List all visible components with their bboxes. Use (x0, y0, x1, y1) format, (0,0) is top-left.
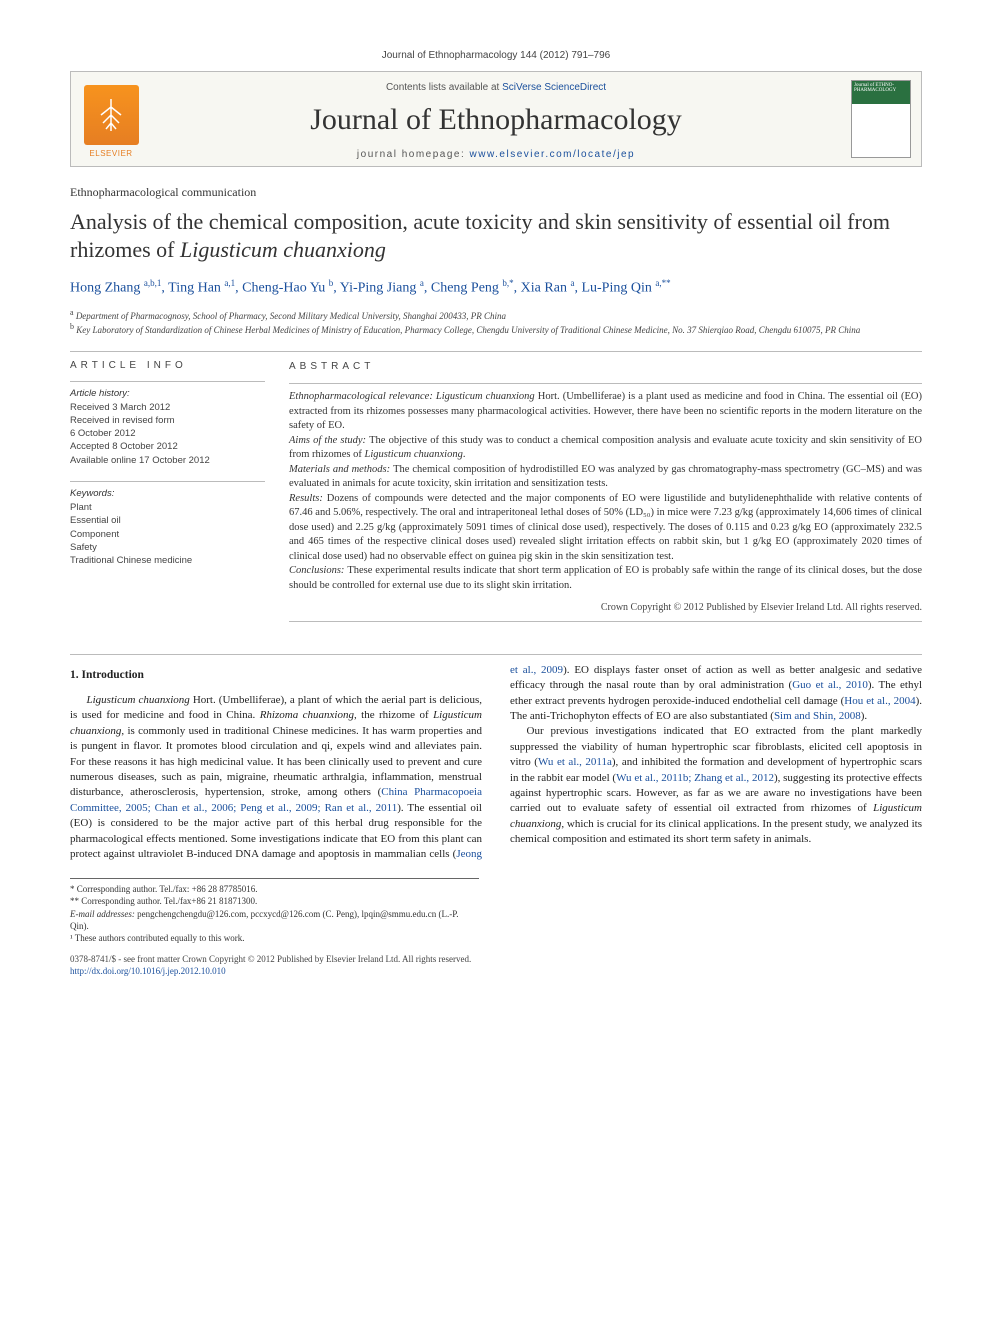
divider (70, 481, 265, 482)
history-line: Available online 17 October 2012 (70, 454, 265, 467)
title-species: Ligusticum chuanxiong (180, 237, 386, 262)
copyright-line: 0378-8741/$ - see front matter Crown Cop… (70, 954, 922, 966)
journal-name: Journal of Ethnopharmacology (151, 103, 841, 137)
journal-masthead: ELSEVIER Contents lists available at Sci… (70, 71, 922, 167)
citation-link[interactable]: Wu et al., 2011b; Zhang et al., 2012 (616, 772, 774, 784)
homepage-link[interactable]: www.elsevier.com/locate/jep (470, 149, 636, 160)
intro-heading: 1. Introduction (70, 667, 482, 683)
journal-cover-icon: Journal of ETHNO-PHARMACOLOGY (851, 80, 911, 158)
keyword: Component (70, 528, 265, 541)
abstract-section-label: Ethnopharmacological relevance: (289, 391, 436, 402)
publisher-logo-block: ELSEVIER (71, 72, 151, 166)
paper-type: Ethnopharmacological communication (70, 185, 922, 200)
affiliations: a Department of Pharmacognosy, School of… (70, 308, 922, 336)
masthead-center: Contents lists available at SciVerse Sci… (151, 72, 841, 166)
abstract-label: ABSTRACT (289, 360, 922, 374)
article-info-label: ARTICLE INFO (70, 360, 265, 371)
footer-bar: 0378-8741/$ - see front matter Crown Cop… (70, 954, 922, 977)
cover-title: Journal of ETHNO-PHARMACOLOGY (854, 83, 908, 93)
abstract-section-label: Conclusions: (289, 565, 347, 576)
history-line: Accepted 8 October 2012 (70, 440, 265, 453)
history-line: Received in revised form (70, 414, 265, 427)
homepage-line: journal homepage: www.elsevier.com/locat… (151, 149, 841, 160)
keywords-block: Keywords: Plant Essential oil Component … (70, 488, 265, 567)
divider (70, 654, 922, 655)
history-line: Received 3 March 2012 (70, 401, 265, 414)
citation-link[interactable]: Hou et al., 2004 (844, 695, 915, 707)
author-contribution-note: ¹ These authors contributed equally to t… (70, 932, 479, 944)
elsevier-label: ELSEVIER (89, 149, 132, 158)
history-line: 6 October 2012 (70, 427, 265, 440)
keyword: Plant (70, 501, 265, 514)
intro-para-2: Our previous investigations indicated th… (510, 724, 922, 847)
abstract-section-label: Results: (289, 493, 327, 504)
abstract-panel: ABSTRACT Ethnopharmacological relevance:… (289, 360, 922, 628)
abstract-section-label: Aims of the study: (289, 435, 369, 446)
elsevier-tree-icon (84, 85, 139, 145)
history-heading: Article history: (70, 388, 265, 399)
footnotes: * Corresponding author. Tel./fax: +86 28… (70, 878, 479, 944)
body-text: 1. Introduction Ligusticum chuanxiong Ho… (70, 663, 922, 862)
article-info-panel: ARTICLE INFO Article history: Received 3… (70, 360, 265, 628)
article-history: Article history: Received 3 March 2012 R… (70, 388, 265, 467)
sciencedirect-link[interactable]: SciVerse ScienceDirect (502, 82, 606, 93)
corresponding-author-1: * Corresponding author. Tel./fax: +86 28… (70, 883, 479, 895)
paper-title: Analysis of the chemical composition, ac… (70, 208, 922, 263)
divider (70, 351, 922, 352)
abstract-methods: Materials and methods: The chemical comp… (289, 463, 922, 492)
cover-thumbnail-block: Journal of ETHNO-PHARMACOLOGY (841, 72, 921, 166)
keyword: Traditional Chinese medicine (70, 554, 265, 567)
doi-link[interactable]: http://dx.doi.org/10.1016/j.jep.2012.10.… (70, 966, 226, 976)
email-addresses: E-mail addresses: pengchengchengdu@126.c… (70, 908, 479, 932)
divider (70, 381, 265, 382)
abstract-aims: Aims of the study: The objective of this… (289, 434, 922, 463)
citation-link[interactable]: Guo et al., 2010 (792, 679, 868, 691)
keyword: Safety (70, 541, 265, 554)
divider (289, 621, 922, 622)
abstract-section-label: Materials and methods: (289, 464, 393, 475)
divider (289, 383, 922, 384)
abstract-results: Results: Dozens of compounds were detect… (289, 492, 922, 564)
contents-line: Contents lists available at SciVerse Sci… (151, 82, 841, 93)
journal-citation: Journal of Ethnopharmacology 144 (2012) … (70, 50, 922, 61)
homepage-prefix: journal homepage: (357, 149, 470, 160)
affiliation-b: b Key Laboratory of Standardization of C… (70, 322, 922, 336)
abstract-relevance: Ethnopharmacological relevance: Ligustic… (289, 390, 922, 433)
contents-prefix: Contents lists available at (386, 82, 502, 93)
citation-link[interactable]: Wu et al., 2011a (538, 756, 612, 768)
abstract-conclusions: Conclusions: These experimental results … (289, 564, 922, 593)
corresponding-author-2: ** Corresponding author. Tel./fax+86 21 … (70, 895, 479, 907)
affiliation-a: a Department of Pharmacognosy, School of… (70, 308, 922, 322)
keywords-heading: Keywords: (70, 488, 265, 499)
abstract-copyright: Crown Copyright © 2012 Published by Else… (289, 601, 922, 615)
keyword: Essential oil (70, 514, 265, 527)
author-list: Hong Zhang a,b,1, Ting Han a,1, Cheng-Ha… (70, 277, 922, 298)
citation-link[interactable]: Sim and Shin, 2008 (774, 710, 861, 722)
